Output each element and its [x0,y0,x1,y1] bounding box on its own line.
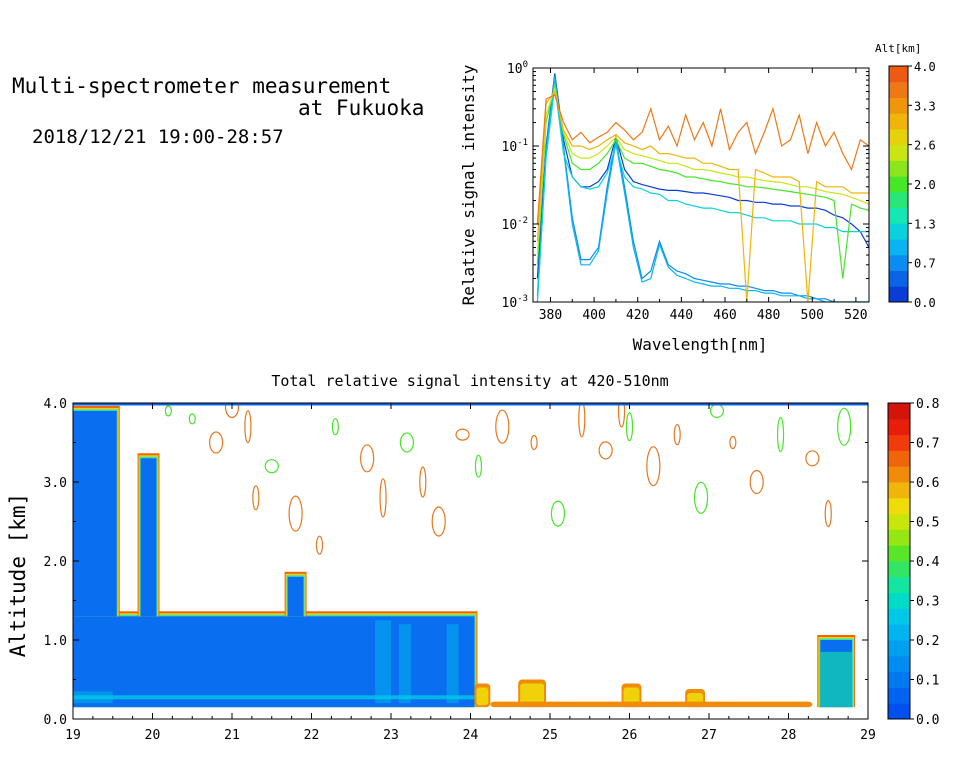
spectrum-colorbar-swatch [889,66,908,83]
spectrum-colorbar-swatch [889,223,908,240]
spectrum-series-line-3 [536,85,869,302]
page-title-line2: at Fukuoka [298,96,425,120]
spectrum-colorbar-swatch [889,128,908,146]
spectrum-colorbar-swatch [889,113,908,130]
spectrum-colorbar-label-tick: 3.3 [914,99,936,113]
spectrum-colorbar-swatch [889,254,908,272]
spectrum-ytick-base: 10 [507,62,523,77]
spectrum-xtick-label: 500 [801,308,824,323]
spectrum-ytick-exponent: 0 [523,60,528,70]
spectrum-colorbar-label-tick: 2.0 [914,178,936,192]
spectrum-xtick-label: 460 [713,308,736,323]
spectrum-ytick-base: 10 [502,218,518,233]
spectrum-colorbar-swatch [889,81,908,98]
spectrum-colorbar-label-tick: 0.0 [914,296,936,310]
spectrum-xtick-label: 520 [844,308,867,323]
spectrum-ylabel: Relative signal intensity [459,64,478,305]
spectrum-colorbar-label-tick: 4.0 [914,60,936,74]
spectrum-colorbar-swatch [889,191,908,209]
spectrum-colorbar-swatch [889,97,908,114]
spectrum-ytick-label: 10-1 [502,138,529,155]
spectrum-colorbar-swatch [889,160,908,177]
measurement-datetime: 2018/12/21 19:00-28:57 [32,126,284,148]
spectrum-colorbar-swatch [889,207,908,224]
page-title-line1: Multi-spectrometer measurement [12,74,392,98]
spectrum-colorbar: 4.0 3.3 2.6 2.0 1.3 0.7 0.0 [888,60,936,310]
spectrum-xtick-label: 380 [539,308,562,323]
spectrum-colorbar-label-tick: 0.7 [914,257,936,271]
spectrum-series-line-2 [536,77,869,302]
spectrum-series-line-7 [536,94,869,225]
spectrum-frame [532,67,870,303]
spectrum-ytick-exponent: -1 [517,138,528,148]
spectrum-colorbar-swatch [889,239,908,256]
spectrum-series-line-4 [536,85,869,279]
spectrum-series-line-6 [536,90,869,302]
spectrum-colorbar-swatch [889,144,908,161]
spectrum-ytick-base: 10 [502,140,518,155]
spectrum-xtick-label: 420 [626,308,649,323]
spectrum-colorbar-label-tick: 1.3 [914,217,936,231]
spectrum-colorbar-label: Alt[km] [875,42,921,55]
spectrum-ytick-exponent: -3 [517,294,528,304]
spectrum-ytick-base: 10 [502,296,518,311]
spectrum-colorbar-swatch [889,270,908,287]
spectrum-xtick-label: 440 [670,308,693,323]
spectrum-series-group [536,73,869,302]
spectrum-ytick-label: 100 [507,60,528,77]
spectrum-xtick-label: 400 [582,308,605,323]
spectrum-series-line-1 [536,75,869,302]
spectrum-colorbar-swatch [889,286,908,303]
spectrum-series-line-0 [536,73,869,279]
spectrum-ytick-exponent: -2 [517,216,528,226]
spectrum-xlabel: Wavelength[nm] [633,335,768,354]
spectrum-colorbar-label-tick: 2.6 [914,139,936,153]
spectrum-ytick-label: 10-2 [502,216,529,233]
spectrum-ytick-label: 10-3 [502,294,529,311]
spectrum-series-line-5 [536,85,869,256]
spectrum-colorbar-swatch [889,176,908,193]
spectrum-xtick-label: 480 [757,308,780,323]
